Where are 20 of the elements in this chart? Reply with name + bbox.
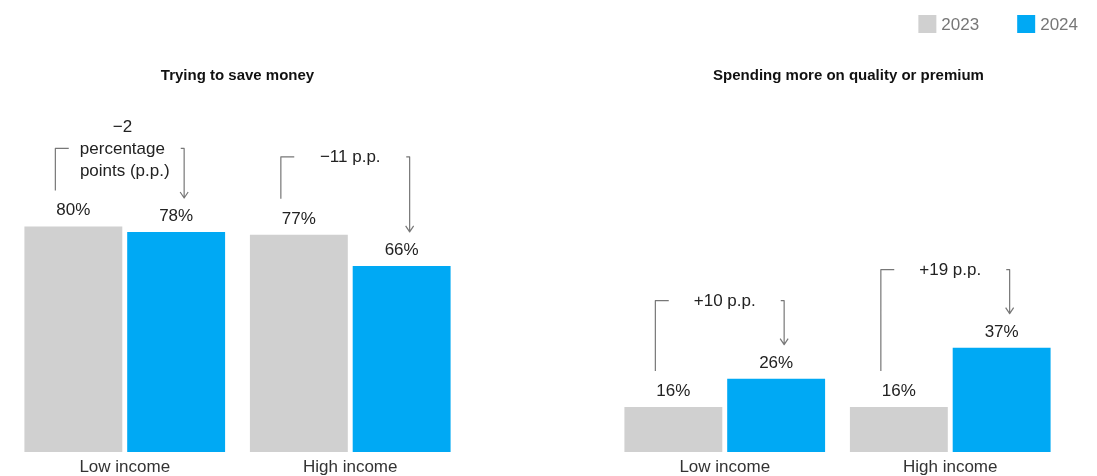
text: +19 p.p. [919,260,982,280]
data-label: 66% [384,239,419,259]
chart-title: Spending more on quality or premium [713,66,984,83]
chart-title: Trying to save money [160,66,315,83]
legend-label: 2024 [1040,14,1079,34]
data-label: 77% [281,208,316,228]
data-label: 37% [984,321,1019,341]
data-label: 80% [56,200,91,220]
x-tick-label: High income [903,457,998,476]
data-label: 78% [159,206,194,226]
data-label: 26% [759,352,794,372]
x-tick-label: Low income [79,457,171,476]
data-label: 16% [881,380,916,400]
x-tick-label: Low income [679,457,771,476]
text: +10 p.p. [693,291,756,311]
text: −2 percentage points (p.p.) [79,116,170,180]
legend-label: 2023 [941,14,980,34]
text: −11 p.p. [319,147,381,167]
data-label: 16% [656,380,691,400]
x-tick-label: High income [303,457,398,476]
